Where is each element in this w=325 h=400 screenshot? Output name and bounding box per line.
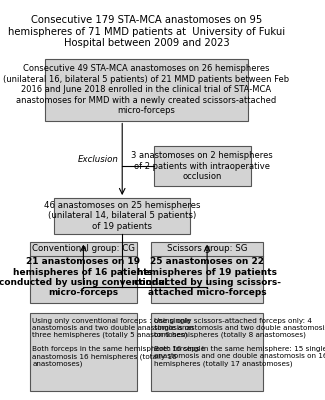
Text: 46 anastomoses on 25 hemispheres
(unilateral 14, bilateral 5 patients)
of 19 pat: 46 anastomoses on 25 hemispheres (unilat… xyxy=(44,201,201,231)
FancyBboxPatch shape xyxy=(30,242,137,303)
Text: Scissors group: SG: Scissors group: SG xyxy=(167,244,247,252)
Text: 21 anastomoses on 19
hemispheres of 16 patients
conducted by using conventional
: 21 anastomoses on 19 hemispheres of 16 p… xyxy=(0,257,168,297)
FancyBboxPatch shape xyxy=(151,313,263,391)
Text: Exclusion: Exclusion xyxy=(78,155,118,164)
FancyBboxPatch shape xyxy=(54,198,190,234)
FancyBboxPatch shape xyxy=(45,59,248,120)
Text: 3 anastomoses on 2 hemispheres
of 2 patients with intraoperative
occlusion: 3 anastomoses on 2 hemispheres of 2 pati… xyxy=(131,151,273,181)
Text: Using only scissors-attached forceps only: 4
single anastomosis and two double a: Using only scissors-attached forceps onl… xyxy=(154,318,325,367)
Text: Consecutive 179 STA-MCA anastomoses on 95
hemispheres of 71 MMD patients at  Uni: Consecutive 179 STA-MCA anastomoses on 9… xyxy=(8,15,285,48)
FancyBboxPatch shape xyxy=(151,242,263,303)
Text: Using only conventional forceps : one single
anastomosis and two double anastomo: Using only conventional forceps : one si… xyxy=(32,318,205,368)
Text: Conventional group: CG: Conventional group: CG xyxy=(32,244,135,252)
FancyBboxPatch shape xyxy=(30,313,137,391)
Text: Consecutive 49 STA-MCA anastomoses on 26 hemispheres
(unilateral 16, bilateral 5: Consecutive 49 STA-MCA anastomoses on 26… xyxy=(3,64,290,115)
Text: 25 anastomoses on 22
hemispheres of 19 patients
conducted by using scissors-
att: 25 anastomoses on 22 hemispheres of 19 p… xyxy=(134,257,280,297)
FancyBboxPatch shape xyxy=(154,146,251,186)
